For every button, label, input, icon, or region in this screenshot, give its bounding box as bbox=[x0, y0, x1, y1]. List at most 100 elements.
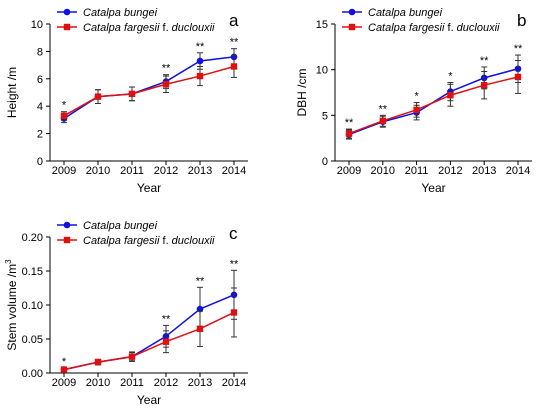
data-point bbox=[196, 325, 204, 332]
x-axis-title: Year bbox=[137, 181, 161, 195]
legend-label: Catalpa bungei bbox=[368, 7, 443, 19]
data-point bbox=[94, 93, 102, 100]
x-tick-label: 2014 bbox=[222, 377, 246, 389]
x-axis-title: Year bbox=[421, 181, 445, 195]
legend-marker bbox=[63, 236, 71, 244]
legend-marker bbox=[348, 8, 356, 16]
x-tick-label: 2011 bbox=[120, 377, 144, 389]
series-catalpa-fargesii bbox=[60, 287, 238, 373]
data-point bbox=[481, 81, 488, 89]
significance-label: ** bbox=[480, 55, 489, 67]
legend-marker bbox=[63, 221, 71, 229]
significance-label: ** bbox=[230, 37, 239, 49]
data-point bbox=[60, 112, 68, 119]
significance-label: ** bbox=[196, 275, 205, 287]
significance-label: ** bbox=[230, 258, 239, 270]
data-point bbox=[196, 72, 204, 80]
series-catalpa-fargesii bbox=[345, 60, 522, 139]
y-tick-label: 0.00 bbox=[22, 368, 43, 380]
data-point bbox=[230, 309, 238, 316]
legend-label: Catalpa fargesii f. duclouxii bbox=[83, 22, 215, 34]
y-tick-label: 0.05 bbox=[22, 334, 43, 346]
data-point bbox=[162, 338, 170, 345]
data-point bbox=[196, 57, 204, 65]
chart-panel-a: 0 2 4 6 8 10 2009 2010 2011 2012 2013 2014 Year Heigh… bbox=[5, 7, 248, 195]
data-point bbox=[230, 63, 238, 70]
significance-label: ** bbox=[514, 43, 523, 55]
legend: Catalpa bungei Catalpa fargesii f. duclou… bbox=[57, 7, 215, 34]
data-point bbox=[345, 130, 353, 137]
x-tick-label: 2010 bbox=[371, 165, 395, 177]
x-tick-label: 2013 bbox=[188, 377, 212, 389]
y-tick-label: 10 bbox=[31, 19, 43, 31]
x-tick-label: 2011 bbox=[405, 165, 429, 177]
data-point bbox=[60, 366, 68, 373]
x-tick-label: 2009 bbox=[52, 165, 76, 177]
x-tick-label: 2012 bbox=[154, 165, 178, 177]
x-tick-label: 2013 bbox=[472, 165, 496, 177]
significance-label: ** bbox=[162, 63, 171, 75]
series-catalpa-bungei bbox=[345, 54, 522, 140]
y-tick-label: 0 bbox=[322, 156, 328, 168]
chart-panel-b: 0 5 10 15 2009 2010 2011 2012 2013 2014 Year DBH /c… bbox=[295, 7, 532, 195]
legend-marker bbox=[348, 23, 356, 31]
data-point bbox=[128, 353, 136, 360]
y-tick-label: 5 bbox=[322, 110, 328, 122]
x-axis-title: Year bbox=[137, 393, 161, 407]
y-tick-label: 4 bbox=[37, 101, 43, 113]
x-tick-label: 2009 bbox=[337, 165, 361, 177]
x-tick-label: 2010 bbox=[86, 377, 110, 389]
panel-letter: b bbox=[517, 11, 526, 30]
data-point bbox=[94, 358, 102, 366]
y-tick-label: 0.20 bbox=[22, 232, 43, 244]
y-tick-label: 0.15 bbox=[22, 266, 43, 278]
series-line bbox=[348, 76, 519, 135]
legend-label: Catalpa fargesii f. duclouxii bbox=[368, 22, 500, 34]
series-catalpa-fargesii bbox=[60, 55, 238, 121]
data-point bbox=[447, 92, 454, 99]
legend: Catalpa bungei Catalpa fargesii f. duclou… bbox=[57, 220, 215, 247]
x-tick-label: 2013 bbox=[188, 165, 212, 177]
x-tick-label: 2010 bbox=[86, 165, 110, 177]
significance-label: ** bbox=[345, 117, 354, 129]
y-tick-label: 6 bbox=[37, 74, 43, 86]
significance-label: * bbox=[62, 100, 67, 112]
x-tick-label: 2012 bbox=[154, 377, 178, 389]
legend-label: Catalpa bungei bbox=[83, 220, 158, 232]
series-catalpa-bungei bbox=[60, 269, 238, 373]
y-tick-label: 10 bbox=[316, 65, 328, 77]
significance-label: ** bbox=[196, 41, 205, 53]
data-point bbox=[379, 117, 386, 125]
significance-label: ** bbox=[162, 313, 171, 325]
y-axis-title: DBH /cm bbox=[295, 68, 309, 116]
legend: Catalpa bungei Catalpa fargesii f. duclou… bbox=[342, 7, 500, 34]
series-catalpa-bungei bbox=[60, 48, 238, 124]
significance-label: ** bbox=[379, 103, 388, 115]
significance-label: * bbox=[62, 356, 67, 368]
x-tick-label: 2011 bbox=[120, 165, 144, 177]
data-point bbox=[413, 106, 420, 114]
y-axis-title: Height /m bbox=[5, 67, 19, 118]
data-point bbox=[514, 73, 522, 81]
significance-label: * bbox=[448, 70, 453, 82]
series-line bbox=[63, 56, 235, 120]
series-line bbox=[63, 311, 235, 371]
chart-panel-c: 0.00 0.05 0.10 0.15 0.20 2009 2010 2011 2012 2013… bbox=[4, 220, 248, 407]
y-tick-label: 15 bbox=[316, 19, 328, 31]
legend-label: Catalpa fargesii f. duclouxii bbox=[83, 235, 215, 247]
x-tick-label: 2009 bbox=[52, 377, 76, 389]
data-point bbox=[162, 81, 170, 88]
data-point bbox=[128, 90, 136, 98]
significance-label: * bbox=[414, 91, 419, 103]
y-tick-label: 0 bbox=[37, 156, 43, 168]
legend-label: Catalpa bungei bbox=[83, 7, 158, 19]
x-tick-label: 2014 bbox=[506, 165, 530, 177]
legend-marker bbox=[63, 23, 71, 31]
y-tick-label: 2 bbox=[37, 129, 43, 141]
x-tick-label: 2014 bbox=[222, 165, 246, 177]
y-tick-label: 8 bbox=[37, 46, 43, 58]
series-line bbox=[63, 65, 235, 117]
panel-letter: c bbox=[229, 224, 238, 243]
y-axis-title: Stem volume /m3 bbox=[4, 259, 19, 351]
